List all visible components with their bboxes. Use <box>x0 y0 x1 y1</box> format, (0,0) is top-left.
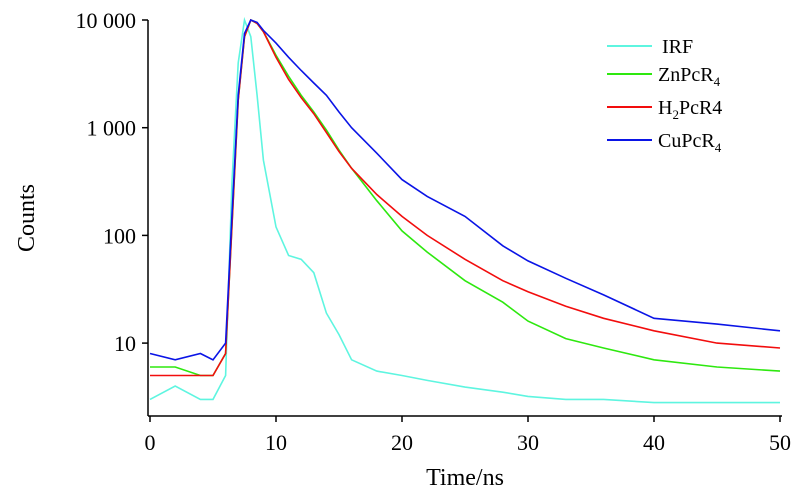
x-tick-label: 50 <box>769 430 791 455</box>
y-tick-label: 100 <box>103 223 136 248</box>
legend-label-ZnPcR4: ZnPcR4 <box>658 64 721 89</box>
y-tick-label: 1 000 <box>87 116 137 141</box>
x-tick-label: 20 <box>391 430 413 455</box>
legend-label-IRF: IRF <box>662 36 693 58</box>
axes <box>147 20 782 417</box>
ticks: 0 10 20 30 40 50 10 100 1 000 10 000 <box>76 8 792 455</box>
y-axis-label: Counts <box>14 184 40 252</box>
x-tick-label: 40 <box>643 430 665 455</box>
x-tick-label: 0 <box>145 430 156 455</box>
legend-label-tail: 4 <box>715 140 722 155</box>
legend-label-main: ZnPcR <box>658 64 714 86</box>
y-tick-label: 10 000 <box>76 8 137 33</box>
legend-label-tail: PcR4 <box>679 97 722 119</box>
series-layer <box>149 16 781 404</box>
legend-label-main: H <box>658 97 672 119</box>
y-tick-label: 10 <box>114 331 136 356</box>
legend-label-main: CuPcR <box>658 130 715 152</box>
legend-label-main: IRF <box>662 36 693 58</box>
x-tick-label: 30 <box>517 430 539 455</box>
legend-label-H2PcR4: H2PcR4 <box>658 97 722 122</box>
series-line-CuPcR4 <box>149 18 781 361</box>
x-axis-label: Time/ns <box>426 465 504 491</box>
legend-label-CuPcR4: CuPcR4 <box>658 130 722 155</box>
x-tick-label: 10 <box>265 430 287 455</box>
legend-label-subscript: 2 <box>672 107 679 122</box>
legend-label-tail: 4 <box>714 74 721 89</box>
